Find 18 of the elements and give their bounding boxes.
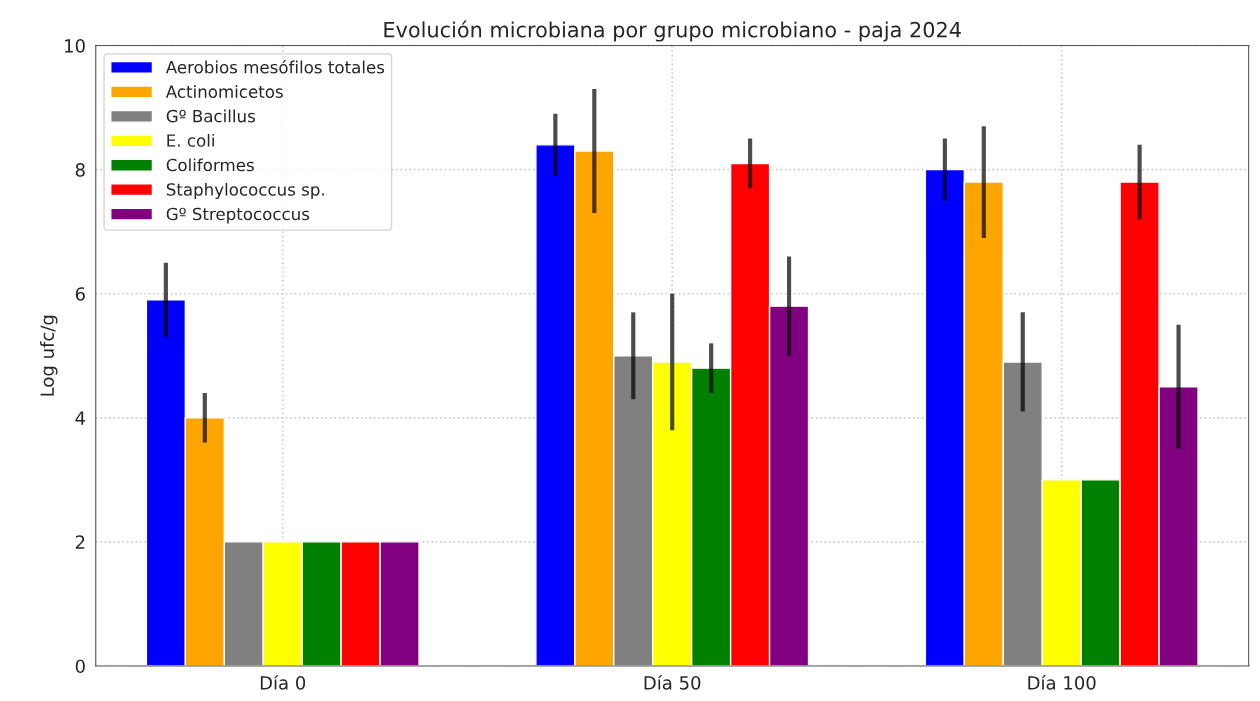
x-tick-label: Día 0 [260, 674, 306, 690]
y-tick-label: 8 [75, 163, 85, 177]
legend-label: Actinomicetos [165, 85, 283, 98]
y-tick-label: 0 [75, 659, 85, 674]
x-tick-label: Día 50 [644, 674, 701, 690]
chart-title: Evolución microbiana por grupo microbiano - paja 2024 [384, 20, 961, 42]
y-axis-title: Log ufc/g [40, 315, 58, 396]
x-tick-label: Día 100 [1028, 674, 1096, 690]
legend-label: Gº Streptococcus [166, 207, 310, 224]
legend-label: Coliformes [166, 158, 254, 172]
legend-label: Aerobios mesófilos totales [165, 59, 385, 74]
y-tick-label: 6 [75, 287, 85, 301]
y-tick-label: 2 [75, 535, 85, 549]
y-tick-label: 10 [65, 39, 85, 53]
legend-label: Gº Bacillus [166, 109, 255, 123]
y-tick-label: 4 [75, 411, 86, 425]
legend-label: E. coli [167, 133, 214, 147]
legend-label: Staphylococcus sp. [166, 182, 324, 200]
